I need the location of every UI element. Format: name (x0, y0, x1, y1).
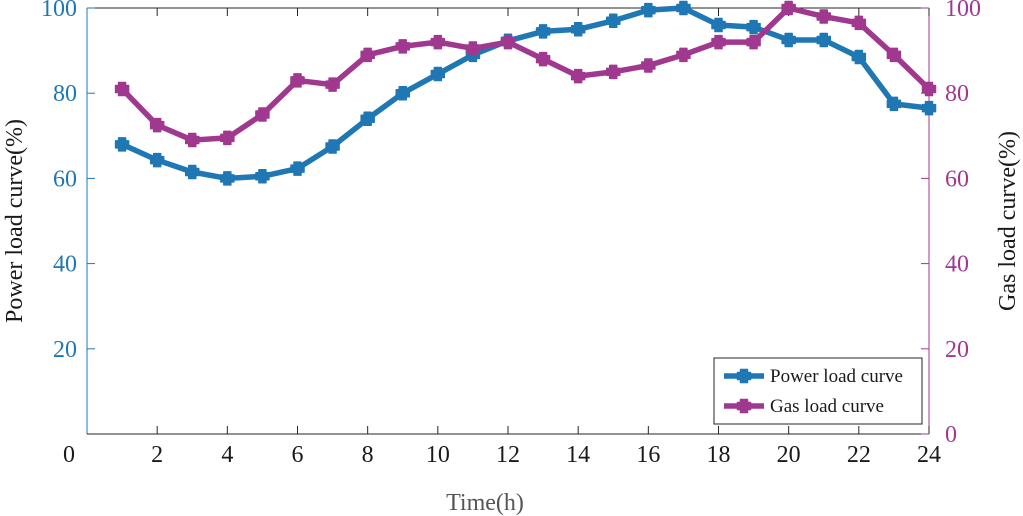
gas-load-curve-point (570, 68, 586, 84)
x-tick-label: 6 (292, 442, 304, 468)
gas-load-curve-point (816, 9, 831, 24)
x-tick-label: 12 (496, 442, 520, 468)
power-load-curve-point (851, 49, 867, 65)
gas-load-curve-point (746, 34, 761, 50)
left-y-tick-label: 40 (53, 252, 77, 278)
power-load-curve-point (149, 152, 165, 168)
power-load-curve-point (325, 139, 340, 154)
gas-load-curve-point (185, 132, 200, 148)
x-origin-label: 0 (63, 442, 75, 468)
right-y-tick-label: 0 (945, 422, 957, 448)
right-y-tick-label: 20 (945, 337, 969, 363)
power-load-curve-point (395, 85, 410, 101)
power-load-curve-point (711, 17, 726, 33)
power-load-curve-point (220, 171, 235, 186)
gas-load-curve-point (220, 130, 235, 146)
x-tick-label: 14 (566, 442, 590, 468)
left-y-tick-label: 100 (41, 0, 77, 22)
x-tick-label: 16 (636, 442, 660, 468)
gas-load-curve-point (395, 39, 410, 54)
power-load-curve-line (119, 5, 932, 182)
x-tick-label: 4 (221, 442, 233, 468)
x-tick-label: 24 (917, 442, 941, 468)
power-load-curve-point (746, 19, 761, 35)
gas-load-curve-point (465, 41, 481, 56)
power-load-curve-point (886, 96, 902, 112)
power-load-curve-point (360, 111, 375, 127)
right-y-tick-label: 100 (945, 0, 981, 22)
gas-load-curve-point (921, 81, 937, 97)
gas-load-curve-line (119, 5, 932, 143)
gas-load-curve-point (851, 15, 867, 31)
gas-load-curve-point (500, 34, 516, 50)
x-tick-label: 22 (847, 442, 871, 468)
power-load-curve-point (641, 2, 656, 18)
power-load-curve-point (676, 0, 691, 16)
power-load-curve-point (921, 100, 937, 116)
power-load-curve-point (290, 161, 305, 176)
legend-box (713, 357, 923, 425)
legend-power-load-curve-label: Power load curve (770, 366, 903, 387)
right-y-tick-label: 80 (945, 81, 969, 107)
left-y-tick-label: 20 (53, 337, 77, 363)
legend-gas-load-curve-label: Gas load curve (770, 396, 884, 417)
power-load-curve-point (255, 169, 270, 184)
x-tick-label: 2 (151, 442, 163, 468)
gas-load-curve-point (781, 0, 796, 16)
x-tick-label: 18 (707, 442, 731, 468)
right-y-axis-label: Gas load curve(%) (995, 131, 1021, 311)
power-load-curve-point (430, 66, 446, 82)
gas-load-curve-point (606, 64, 621, 80)
left-y-axis-label: Power load curve(%) (2, 119, 28, 323)
power-load-curve-point (816, 32, 831, 48)
x-axis-label: Time(h) (446, 490, 524, 516)
power-load-curve-point (781, 32, 796, 48)
legend-power-load-curve-marker (736, 368, 752, 384)
x-tick-label: 8 (362, 442, 374, 468)
gas-load-curve-point (325, 77, 340, 92)
left-y-tick-label: 80 (53, 81, 77, 107)
gas-load-curve-point (114, 81, 130, 97)
power-load-curve-point (606, 13, 621, 29)
x-tick-label: 10 (426, 442, 450, 468)
right-y-tick-label: 40 (945, 252, 969, 278)
right-y-tick-label: 60 (945, 166, 969, 192)
gas-load-curve-point (641, 58, 656, 73)
left-y-tick-label: 60 (53, 166, 77, 192)
gas-load-curve-point (711, 34, 726, 50)
gas-load-curve-point (430, 34, 446, 50)
legend-gas-load-curve-marker (736, 398, 752, 414)
gas-load-curve-point (255, 107, 270, 122)
gas-load-curve-point (149, 117, 165, 133)
power-load-curve-point (570, 22, 586, 37)
gas-load-curve-point (360, 47, 375, 63)
power-load-curve-point (114, 137, 130, 152)
gas-load-curve-point (886, 47, 902, 63)
power-load-curve-point (185, 164, 200, 180)
gas-load-curve-point (676, 47, 691, 63)
x-tick-label: 20 (777, 442, 801, 468)
gas-load-curve-point (535, 51, 551, 67)
gas-load-curve-point (290, 73, 305, 88)
power-load-curve-point (535, 24, 551, 39)
